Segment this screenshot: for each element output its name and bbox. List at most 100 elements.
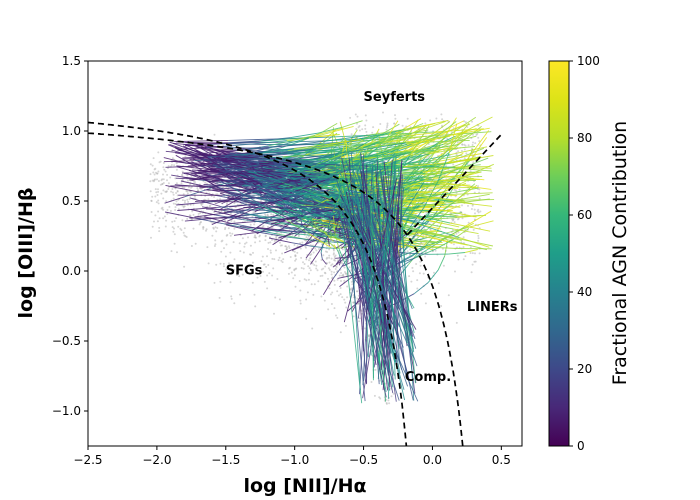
mixing-track-segment xyxy=(304,232,316,246)
background-point xyxy=(181,186,184,189)
mixing-track-segment xyxy=(348,137,388,145)
background-point xyxy=(258,240,261,243)
background-point xyxy=(425,156,428,159)
mixing-track-segment xyxy=(281,205,318,208)
background-point xyxy=(313,264,316,266)
background-point xyxy=(284,245,287,248)
background-point xyxy=(253,236,256,239)
background-point xyxy=(276,278,279,280)
background-point xyxy=(330,264,333,267)
background-point xyxy=(461,204,463,207)
background-point xyxy=(154,167,157,170)
background-point xyxy=(261,255,264,258)
mixing-track-segment xyxy=(351,192,393,195)
background-point xyxy=(268,272,271,275)
background-point xyxy=(157,188,159,191)
background-point xyxy=(323,271,326,274)
mixing-track-segment xyxy=(291,186,312,190)
background-point xyxy=(365,130,368,133)
mixing-track-segment xyxy=(253,158,285,161)
mixing-track-segment xyxy=(284,244,305,254)
plot-area: −2.5 −2.0 −1.5 −1.0 −0.5 0.0 0.5 −1.0−0.50.00.… xyxy=(52,54,523,467)
background-point xyxy=(202,226,205,229)
mixing-track-segment xyxy=(338,168,385,175)
mixing-track-segment xyxy=(194,213,221,218)
background-point xyxy=(336,290,339,293)
background-point xyxy=(270,213,273,216)
background-point xyxy=(442,264,445,267)
background-point xyxy=(186,192,189,195)
mixing-track-segment xyxy=(256,163,299,168)
mixing-track-segment xyxy=(271,222,304,227)
mixing-track-segment xyxy=(241,184,279,187)
mixing-track-segment xyxy=(303,214,322,222)
background-point xyxy=(418,272,421,275)
background-point xyxy=(169,176,172,179)
mixing-track-segment xyxy=(433,178,474,185)
mixing-track-segment xyxy=(330,125,354,133)
mixing-track-segment xyxy=(310,248,322,265)
background-point xyxy=(230,297,233,300)
mixing-track-segment xyxy=(293,151,327,154)
background-point xyxy=(174,206,177,209)
mixing-track-segment xyxy=(226,224,255,232)
background-point xyxy=(472,141,474,144)
mixing-track-segment xyxy=(381,123,400,135)
background-point xyxy=(186,198,189,201)
background-point xyxy=(267,248,269,250)
mixing-track-segment xyxy=(374,131,403,148)
background-point xyxy=(153,173,156,176)
background-point xyxy=(173,164,176,167)
background-point xyxy=(344,301,347,304)
background-point xyxy=(285,248,288,251)
background-point xyxy=(218,296,221,299)
background-point xyxy=(162,178,165,181)
mixing-track-segment xyxy=(425,206,477,218)
mixing-track-segment xyxy=(320,231,331,249)
mixing-track-segment xyxy=(303,225,339,228)
mixing-track-segment xyxy=(182,157,208,160)
background-point xyxy=(308,259,310,262)
mixing-track-segment xyxy=(220,206,249,215)
background-point xyxy=(469,246,472,249)
background-point xyxy=(285,238,288,241)
background-point xyxy=(223,247,225,250)
mixing-track-segment xyxy=(268,142,289,149)
background-point xyxy=(343,266,346,269)
background-point xyxy=(230,219,233,222)
background-point xyxy=(339,293,342,296)
background-point xyxy=(231,232,234,235)
background-point xyxy=(419,260,422,263)
mixing-track-segment xyxy=(388,120,399,136)
background-point xyxy=(434,249,437,252)
background-point xyxy=(386,124,389,127)
background-point xyxy=(259,275,262,277)
background-point xyxy=(296,245,299,248)
mixing-track-segment xyxy=(312,221,325,233)
mixing-track-segment xyxy=(233,188,262,205)
background-point xyxy=(219,198,222,201)
background-point xyxy=(336,316,339,319)
background-point xyxy=(190,186,192,189)
mixing-track-segment xyxy=(287,148,317,158)
background-point xyxy=(467,144,470,147)
background-point xyxy=(315,264,318,267)
background-point xyxy=(476,132,479,135)
background-point xyxy=(171,157,174,160)
mixing-track-segment xyxy=(414,248,436,259)
background-point xyxy=(202,227,205,230)
background-point xyxy=(478,140,481,143)
background-point xyxy=(162,166,165,169)
background-point xyxy=(471,252,474,255)
background-point xyxy=(313,283,316,286)
background-point xyxy=(165,219,168,222)
mixing-track-segment xyxy=(292,204,332,221)
background-point xyxy=(354,252,357,255)
mixing-track-segment xyxy=(320,252,323,260)
background-point xyxy=(472,228,475,231)
background-point xyxy=(462,258,465,261)
background-point xyxy=(251,261,254,264)
mixing-track-segment xyxy=(314,127,344,136)
background-point xyxy=(173,220,176,223)
background-point xyxy=(277,259,280,262)
